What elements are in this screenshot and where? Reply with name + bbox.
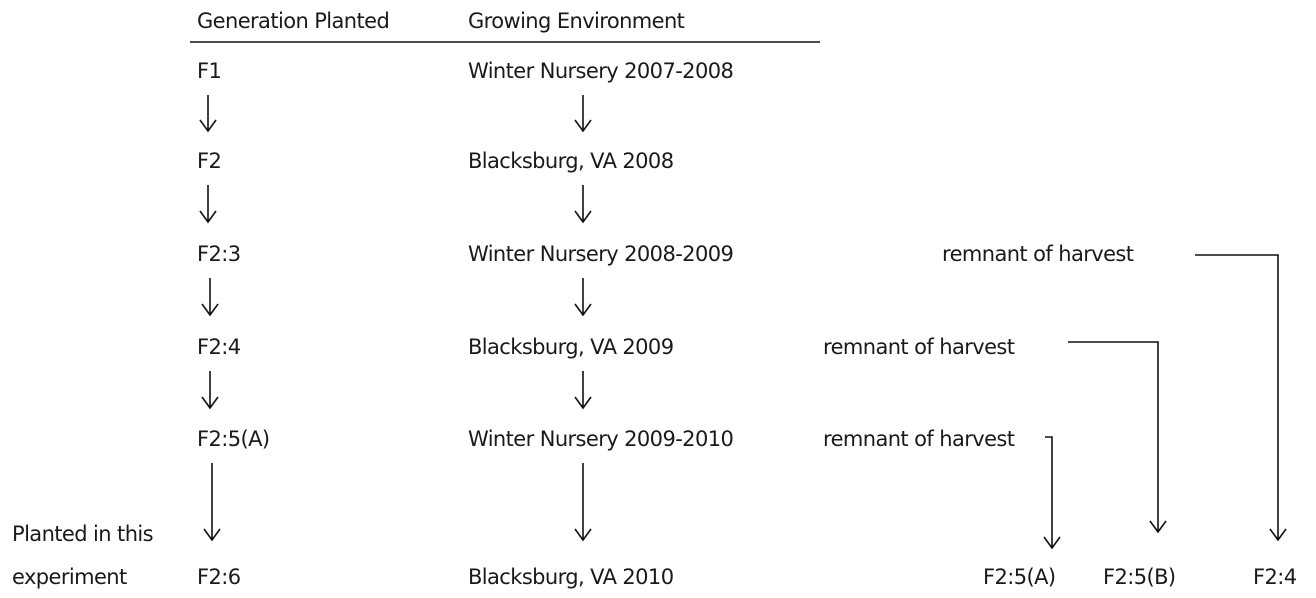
arrow [199,95,217,133]
branch-arrow [1068,341,1167,534]
output-label: F2:5(B) [1103,565,1175,589]
environment: Blacksburg, VA 2008 [468,149,673,173]
environment: Winter Nursery 2008-2009 [468,242,733,266]
arrow [574,278,592,317]
arrow [574,185,592,224]
side-note: experiment [12,565,127,589]
generation: F2 [197,149,221,173]
branch-arrow [1043,436,1061,550]
remnant-label: remnant of harvest [942,242,1134,266]
side-note: Planted in this [12,522,153,546]
output-label: F2:4 [1253,565,1297,589]
remnant-label: remnant of harvest [823,427,1015,451]
arrow [201,278,219,317]
generation: F2:4 [197,335,241,359]
arrow [574,463,592,542]
header-environment: Growing Environment [468,9,685,33]
generation: F2:6 [197,565,241,589]
output-label: F2:5(A) [983,565,1055,589]
arrow [574,95,592,133]
environment: Blacksburg, VA 2010 [468,565,673,589]
arrow [201,371,219,410]
header-generation: Generation Planted [197,9,389,33]
remnant-label: remnant of harvest [823,335,1015,359]
environment: Winter Nursery 2007-2008 [468,59,733,83]
generation: F2:3 [197,242,240,266]
generation: F1 [197,59,221,83]
environment: Blacksburg, VA 2009 [468,335,673,359]
arrow [199,185,217,224]
environment: Winter Nursery 2009-2010 [468,427,733,451]
branch-arrow [1195,254,1287,542]
generation: F2:5(A) [197,427,269,451]
arrows [199,95,1287,550]
arrow [574,371,592,410]
arrow [203,463,221,542]
